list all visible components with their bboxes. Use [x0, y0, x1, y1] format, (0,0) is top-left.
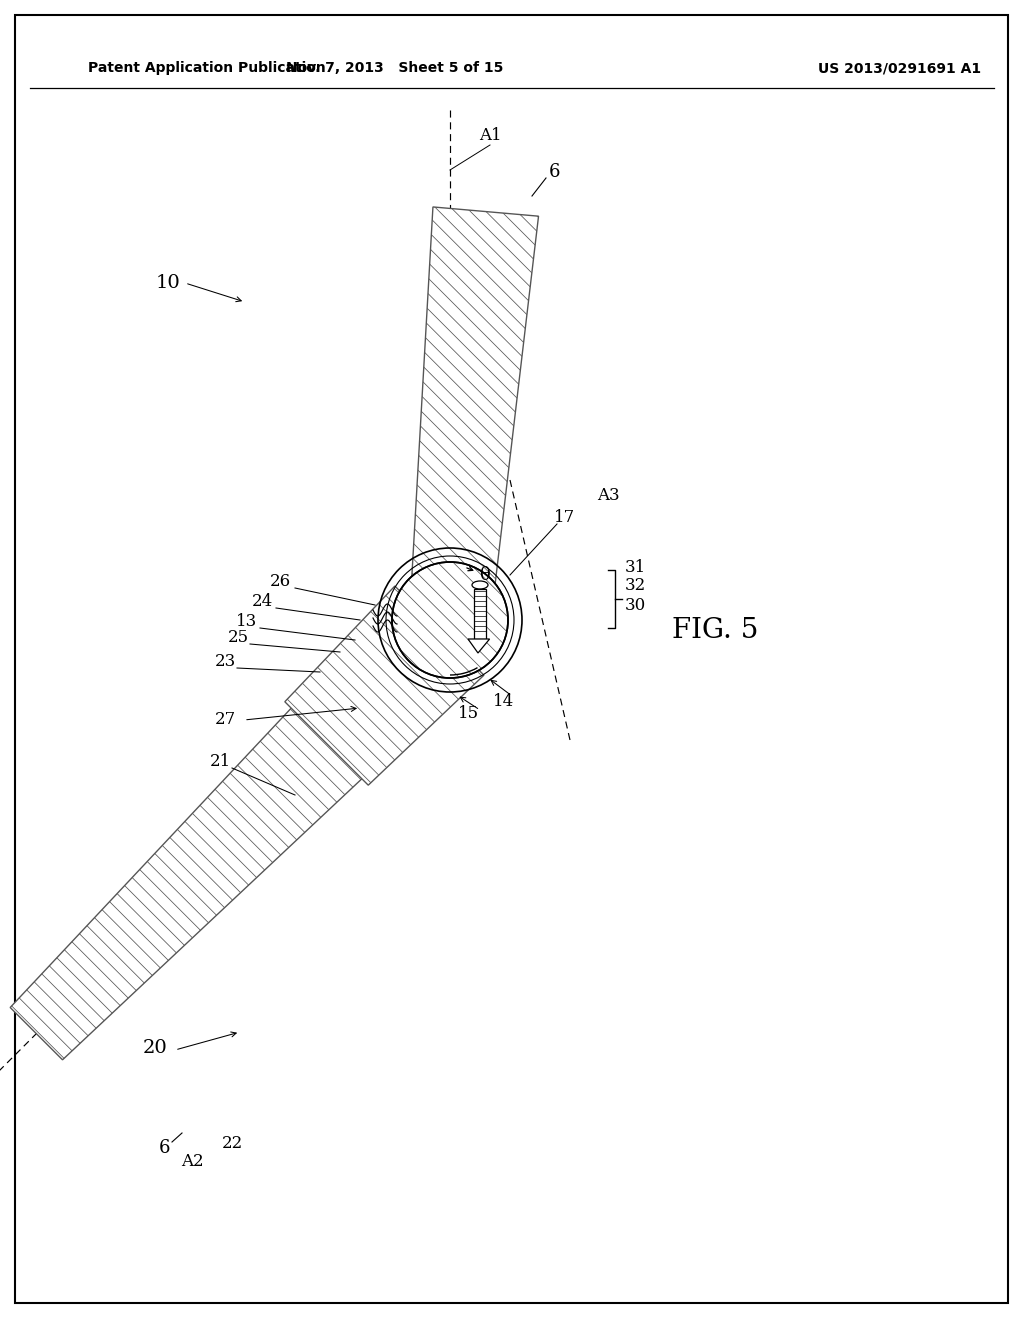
Text: 17: 17: [554, 510, 575, 527]
Bar: [474, 589, 486, 639]
Text: A2: A2: [180, 1154, 204, 1171]
Text: 26: 26: [269, 573, 291, 590]
Text: 14: 14: [494, 693, 515, 710]
Polygon shape: [10, 591, 478, 1060]
Text: 32: 32: [625, 577, 646, 594]
Text: 27: 27: [214, 711, 236, 729]
Text: 10: 10: [156, 275, 180, 292]
Text: 15: 15: [458, 705, 478, 722]
Text: Nov. 7, 2013   Sheet 5 of 15: Nov. 7, 2013 Sheet 5 of 15: [287, 61, 504, 75]
Text: A1: A1: [478, 127, 502, 144]
Ellipse shape: [472, 581, 488, 589]
Text: 21: 21: [209, 754, 230, 771]
Polygon shape: [409, 207, 539, 643]
Text: 20: 20: [142, 1039, 167, 1057]
Text: 25: 25: [227, 630, 249, 647]
Polygon shape: [285, 586, 484, 785]
Text: Patent Application Publication: Patent Application Publication: [88, 61, 326, 75]
Text: 6: 6: [549, 162, 561, 181]
Text: 6: 6: [160, 1139, 171, 1158]
Text: FIG. 5: FIG. 5: [672, 616, 758, 644]
Circle shape: [392, 562, 508, 678]
Text: 31: 31: [625, 560, 646, 577]
Text: 24: 24: [251, 594, 272, 610]
Text: US 2013/0291691 A1: US 2013/0291691 A1: [818, 61, 982, 75]
Text: 13: 13: [237, 614, 258, 631]
Text: 22: 22: [221, 1134, 243, 1151]
Polygon shape: [468, 639, 489, 653]
Text: 30: 30: [625, 597, 646, 614]
Text: A3: A3: [597, 487, 620, 503]
Text: 23: 23: [214, 653, 236, 671]
Text: θ: θ: [479, 566, 490, 583]
